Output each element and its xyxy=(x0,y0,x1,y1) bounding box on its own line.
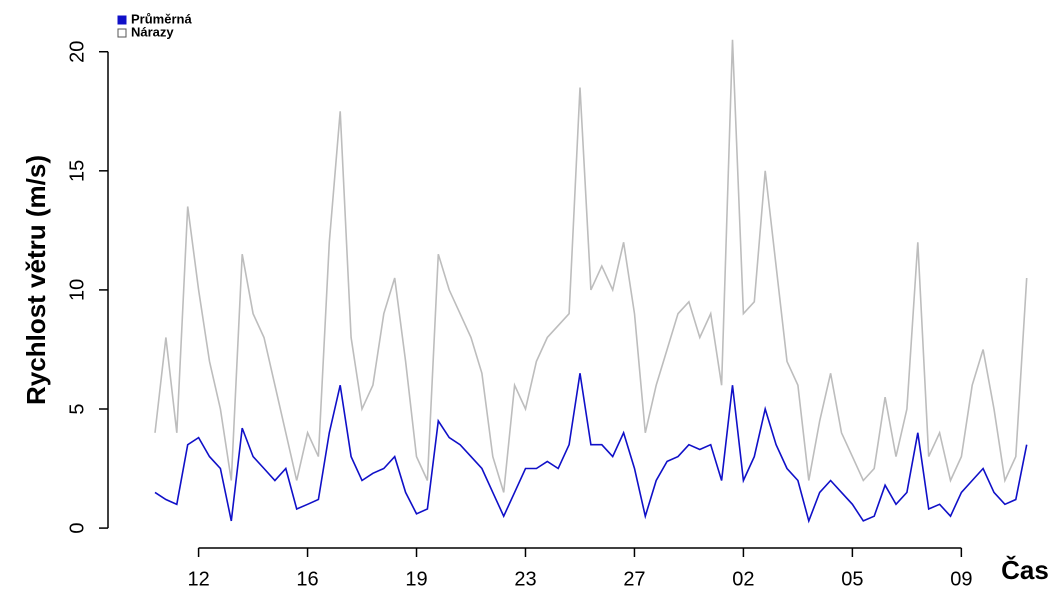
legend-label: Nárazy xyxy=(131,24,174,39)
y-axis-label: Rychlost větru (m/s) xyxy=(21,155,51,405)
series-line xyxy=(154,39,1028,493)
legend-label: Průměrná xyxy=(131,11,192,26)
x-tick-label: 02 xyxy=(732,568,754,590)
series-line xyxy=(154,373,1028,524)
y-tick-label: 5 xyxy=(66,403,88,414)
y-tick-label: 15 xyxy=(66,160,88,182)
x-tick-label: 27 xyxy=(623,568,645,590)
x-tick-label: 23 xyxy=(514,568,536,590)
x-tick-label: 19 xyxy=(405,568,427,590)
x-tick-label: 12 xyxy=(187,568,209,590)
y-tick-label: 20 xyxy=(66,41,88,63)
x-tick-label: 16 xyxy=(296,568,318,590)
x-tick-label: 05 xyxy=(841,568,863,590)
y-tick-label: 0 xyxy=(66,523,88,534)
x-axis-label: Čas xyxy=(1001,555,1049,585)
legend-swatch xyxy=(117,15,127,25)
y-tick-label: 10 xyxy=(66,279,88,301)
x-tick-label: 09 xyxy=(950,568,972,590)
legend-swatch xyxy=(117,28,127,38)
